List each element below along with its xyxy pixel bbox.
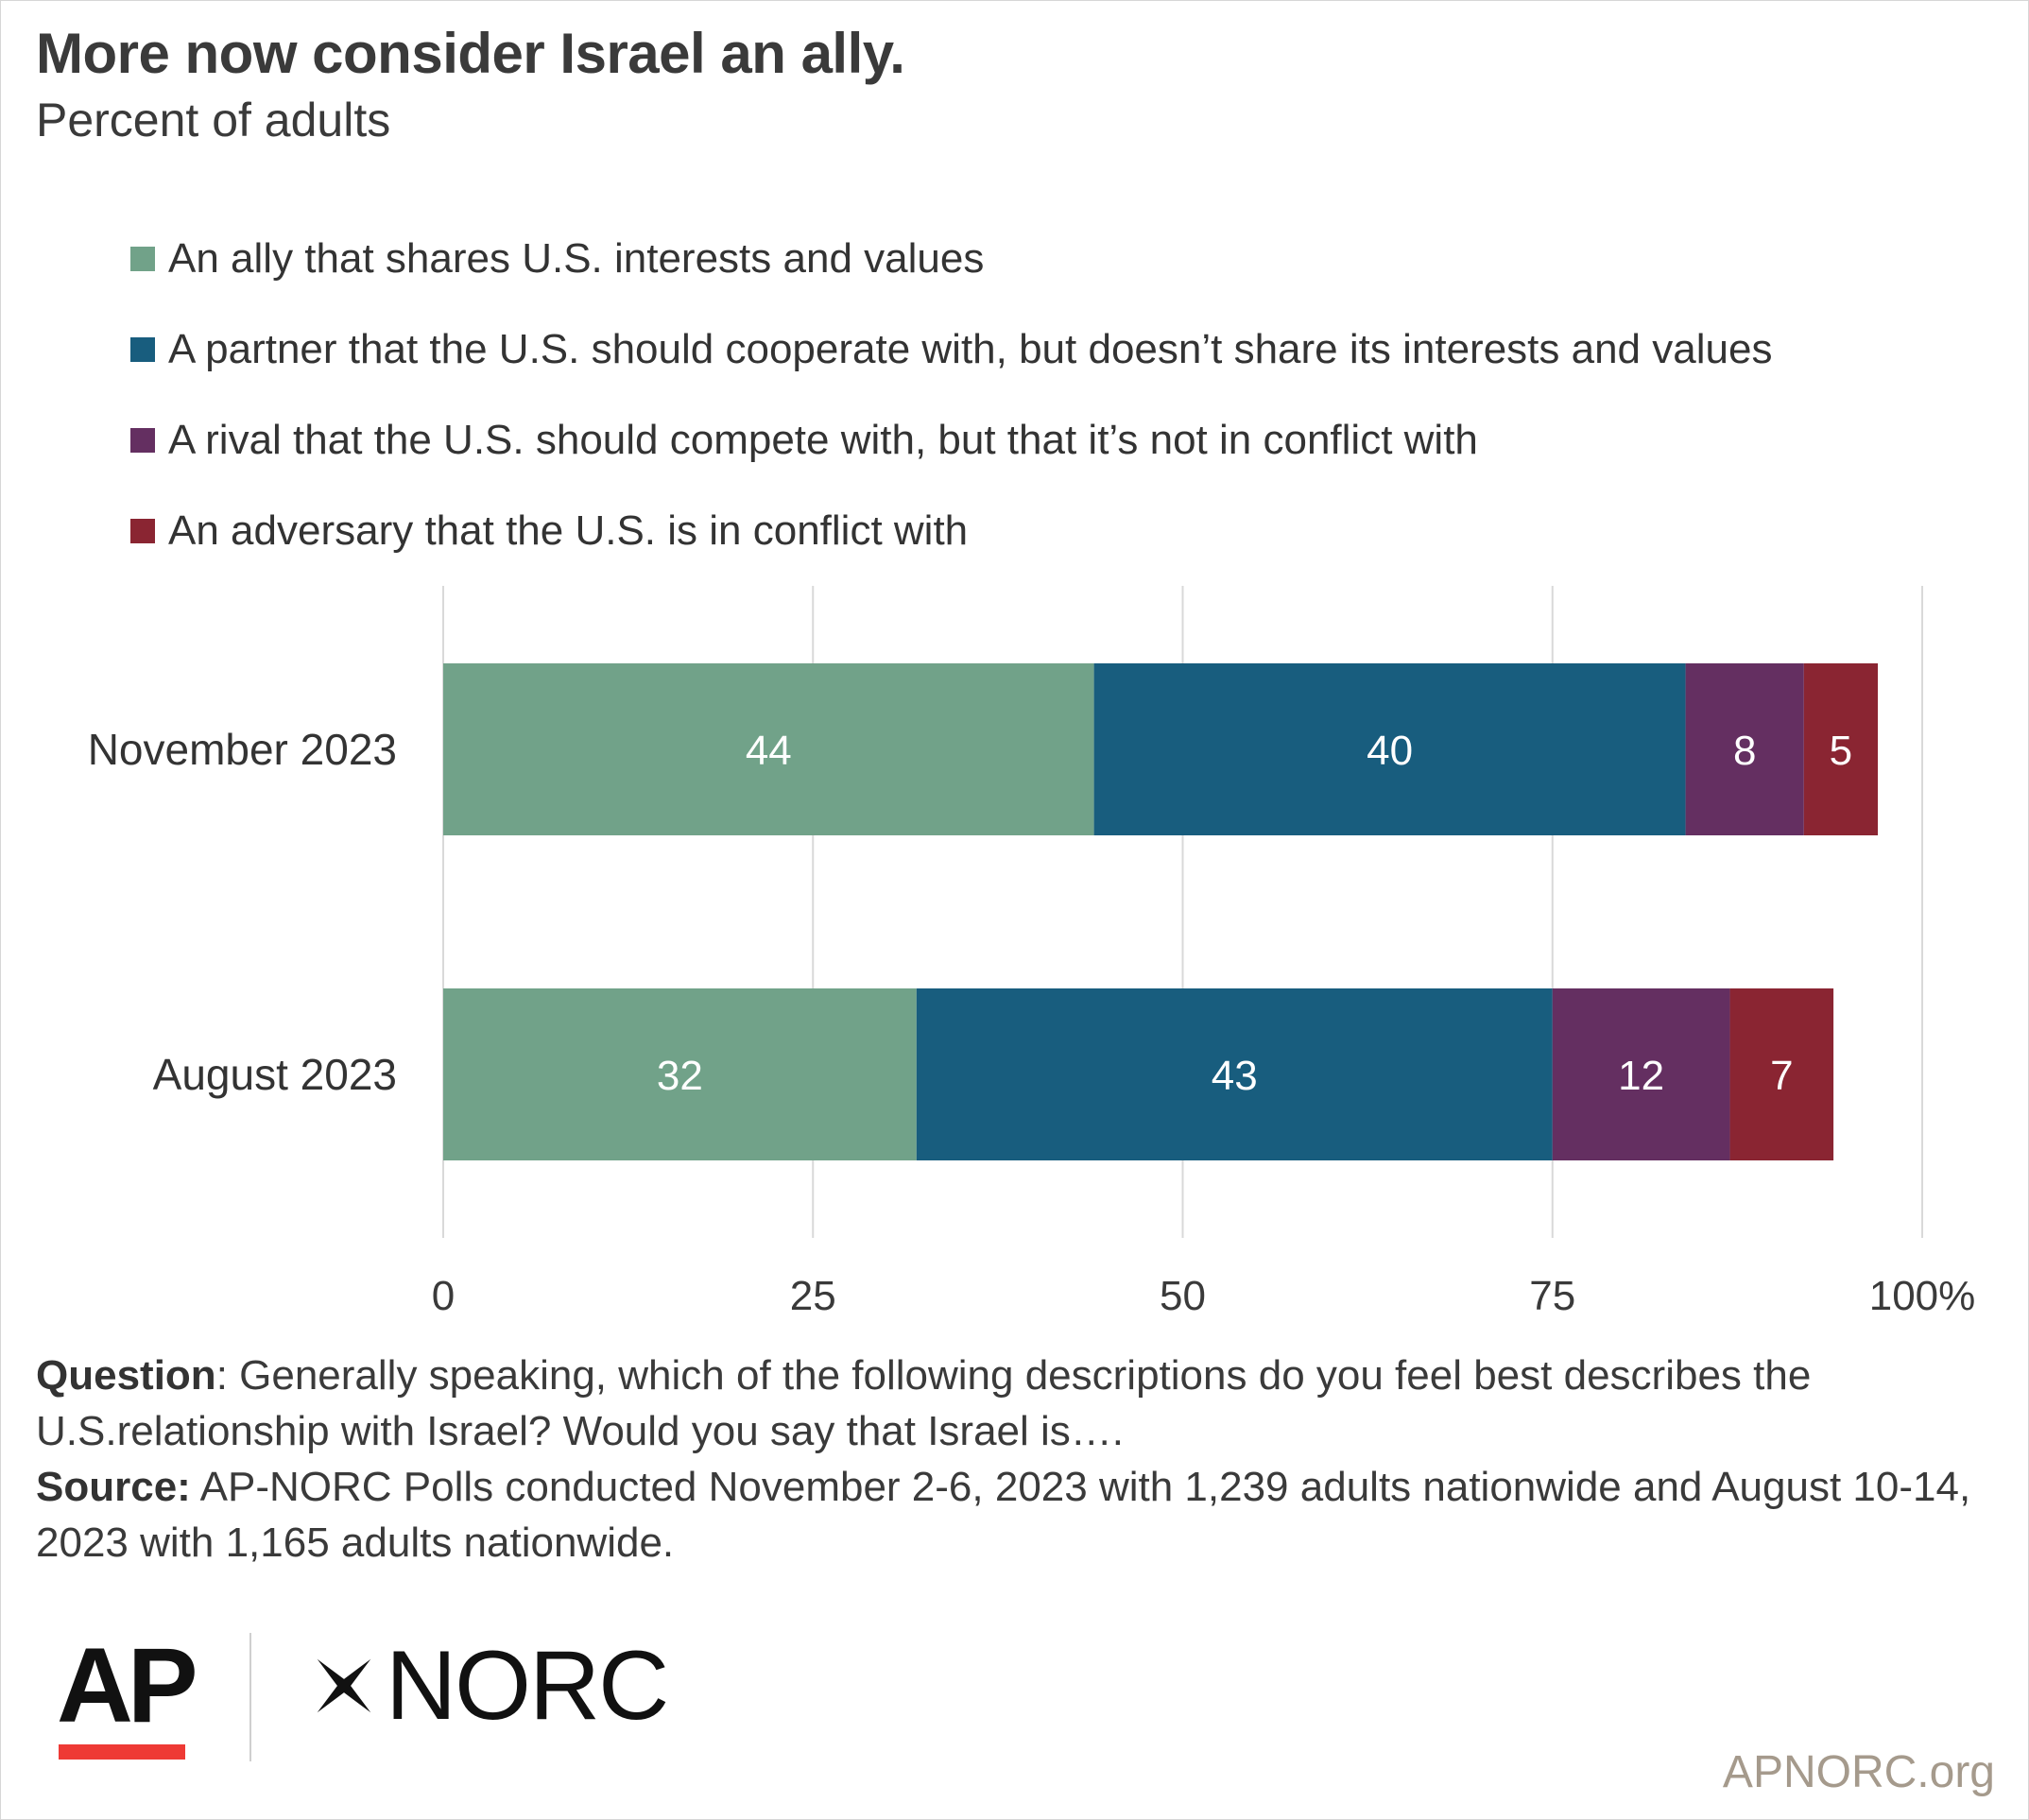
legend-label: A partner that the U.S. should cooperate… (168, 326, 1773, 372)
question-label: Question (36, 1352, 216, 1399)
legend-swatch (130, 428, 155, 453)
ap-logo-underline (59, 1744, 185, 1760)
bar-segment (443, 988, 917, 1160)
legend: An ally that shares U.S. interests and v… (130, 214, 1772, 576)
legend-swatch (130, 337, 155, 362)
x-tick-label: 100% (1869, 1273, 1976, 1319)
chart-subtitle: Percent of adults (36, 94, 391, 146)
chart-title: More now consider Israel an ally. (36, 22, 905, 85)
legend-swatch (130, 519, 155, 543)
bar-value-label: 8 (1733, 728, 1756, 774)
x-tick-label: 50 (1160, 1273, 1206, 1319)
legend-label: A rival that the U.S. should compete wit… (168, 417, 1478, 463)
chart-notes: Question: Generally speaking, which of t… (36, 1348, 1992, 1571)
legend-item: An ally that shares U.S. interests and v… (130, 214, 1772, 304)
bar-value-label: 43 (1212, 1053, 1258, 1099)
logo-block: AP NORC (57, 1633, 718, 1765)
bar-segment (443, 663, 1094, 835)
bar-segment (1093, 663, 1686, 835)
x-tick-label: 25 (790, 1273, 836, 1319)
bar-chart: 0 25 50 75 100% November 2023 44 40 8 5 August 202… (88, 586, 1976, 1319)
bar-segment (1729, 988, 1834, 1160)
bar-segment (1685, 663, 1804, 835)
legend-item: A rival that the U.S. should compete wit… (130, 395, 1772, 486)
bar-segment (1803, 663, 1879, 835)
legend-item: An adversary that the U.S. is in conflic… (130, 486, 1772, 576)
bar-value-label: 5 (1830, 728, 1852, 774)
bar-value-label: 40 (1367, 728, 1413, 774)
norc-logo: NORC (386, 1631, 669, 1741)
logo-divider (249, 1633, 251, 1761)
legend-label: An ally that shares U.S. interests and v… (168, 235, 985, 282)
x-tick-label: 75 (1529, 1273, 1575, 1319)
bar-value-label: 7 (1770, 1053, 1793, 1099)
source-text: AP-NORC Polls conducted November 2-6, 20… (36, 1464, 1971, 1566)
category-label: August 2023 (153, 1050, 397, 1099)
question-text: : Generally speaking, which of the follo… (36, 1352, 1812, 1454)
site-url: APNORC.org (1722, 1747, 1995, 1797)
bar-value-label: 44 (746, 728, 792, 774)
legend-item: A partner that the U.S. should cooperate… (130, 304, 1772, 395)
source-note: Source: AP-NORC Polls conducted November… (36, 1459, 1992, 1571)
x-tick-label: 0 (432, 1273, 455, 1319)
ap-logo: AP (57, 1626, 198, 1744)
legend-swatch (130, 247, 155, 271)
category-label: November 2023 (88, 725, 397, 774)
bar-segment (1552, 988, 1730, 1160)
bar-segment (916, 988, 1553, 1160)
question-note: Question: Generally speaking, which of t… (36, 1348, 1992, 1459)
bar-value-label: 12 (1618, 1053, 1664, 1099)
legend-label: An adversary that the U.S. is in conflic… (168, 507, 969, 554)
source-label: Source: (36, 1464, 191, 1510)
bar-value-label: 32 (657, 1053, 703, 1099)
norc-star-icon (317, 1658, 371, 1713)
